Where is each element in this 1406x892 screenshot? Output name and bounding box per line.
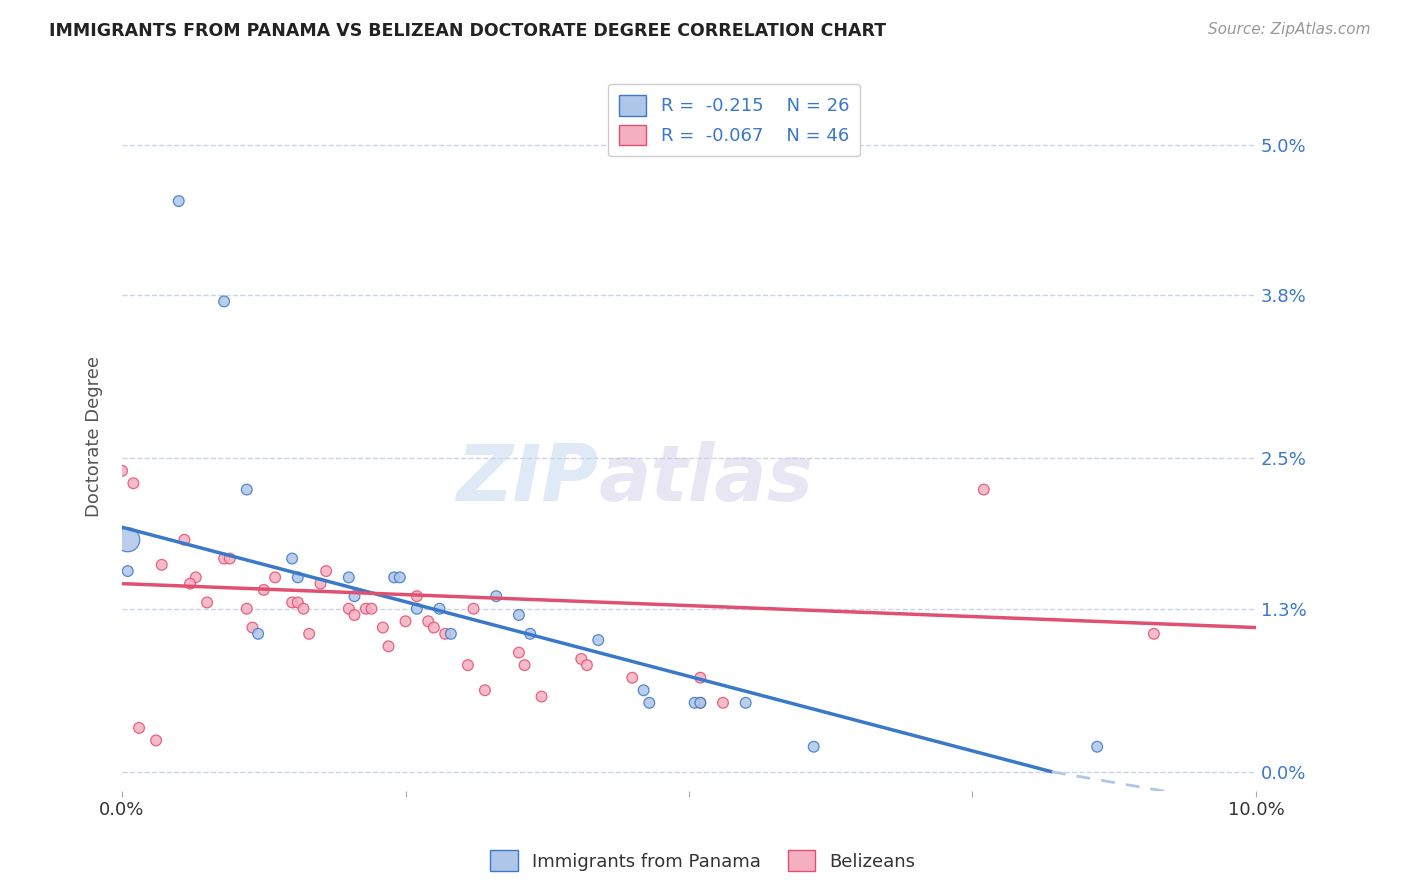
Point xyxy=(434,627,457,641)
Point xyxy=(711,696,734,710)
Point xyxy=(973,483,995,497)
Point xyxy=(253,582,276,597)
Point xyxy=(360,601,382,615)
Point xyxy=(429,601,451,615)
Point xyxy=(247,627,270,641)
Point xyxy=(621,671,644,685)
Point xyxy=(287,570,309,584)
Point xyxy=(242,621,264,635)
Legend: R =  -0.215    N = 26, R =  -0.067    N = 46: R = -0.215 N = 26, R = -0.067 N = 46 xyxy=(609,84,860,156)
Point xyxy=(173,533,195,547)
Point xyxy=(281,551,304,566)
Point xyxy=(122,476,145,491)
Point xyxy=(343,589,366,603)
Point xyxy=(281,595,304,609)
Point xyxy=(117,533,139,547)
Point xyxy=(405,589,427,603)
Point xyxy=(474,683,496,698)
Point xyxy=(337,570,360,584)
Point xyxy=(218,551,240,566)
Point xyxy=(343,607,366,622)
Point xyxy=(463,601,485,615)
Point xyxy=(508,607,530,622)
Point xyxy=(519,627,541,641)
Point xyxy=(530,690,553,704)
Point xyxy=(315,564,337,578)
Point xyxy=(683,696,706,710)
Point xyxy=(388,570,411,584)
Point xyxy=(212,294,235,309)
Point xyxy=(298,627,321,641)
Point xyxy=(734,696,756,710)
Point xyxy=(145,733,167,747)
Point xyxy=(117,564,139,578)
Point xyxy=(371,621,394,635)
Legend: Immigrants from Panama, Belizeans: Immigrants from Panama, Belizeans xyxy=(484,843,922,879)
Point xyxy=(354,601,377,615)
Point xyxy=(179,576,201,591)
Text: ZIP: ZIP xyxy=(456,441,599,516)
Point xyxy=(150,558,173,572)
Point xyxy=(184,570,207,584)
Point xyxy=(212,551,235,566)
Point xyxy=(689,696,711,710)
Point xyxy=(575,658,598,673)
Point xyxy=(405,601,427,615)
Point xyxy=(128,721,150,735)
Point xyxy=(236,483,259,497)
Y-axis label: Doctorate Degree: Doctorate Degree xyxy=(86,356,103,516)
Point xyxy=(236,601,259,615)
Point xyxy=(638,696,661,710)
Point xyxy=(309,576,332,591)
Point xyxy=(569,652,592,666)
Point xyxy=(337,601,360,615)
Point xyxy=(292,601,315,615)
Point xyxy=(382,570,405,584)
Point xyxy=(418,614,440,628)
Point xyxy=(264,570,287,584)
Point xyxy=(377,640,399,654)
Point xyxy=(513,658,536,673)
Point xyxy=(1143,627,1166,641)
Point xyxy=(440,627,463,641)
Point xyxy=(508,646,530,660)
Point xyxy=(287,595,309,609)
Point xyxy=(423,621,446,635)
Point xyxy=(111,464,134,478)
Point xyxy=(689,696,711,710)
Point xyxy=(588,633,610,648)
Point xyxy=(633,683,655,698)
Point xyxy=(689,671,711,685)
Text: IMMIGRANTS FROM PANAMA VS BELIZEAN DOCTORATE DEGREE CORRELATION CHART: IMMIGRANTS FROM PANAMA VS BELIZEAN DOCTO… xyxy=(49,22,886,40)
Text: Source: ZipAtlas.com: Source: ZipAtlas.com xyxy=(1208,22,1371,37)
Text: atlas: atlas xyxy=(599,441,813,516)
Point xyxy=(1085,739,1108,754)
Point xyxy=(803,739,825,754)
Point xyxy=(457,658,479,673)
Point xyxy=(167,194,190,208)
Point xyxy=(394,614,416,628)
Point xyxy=(485,589,508,603)
Point xyxy=(195,595,218,609)
